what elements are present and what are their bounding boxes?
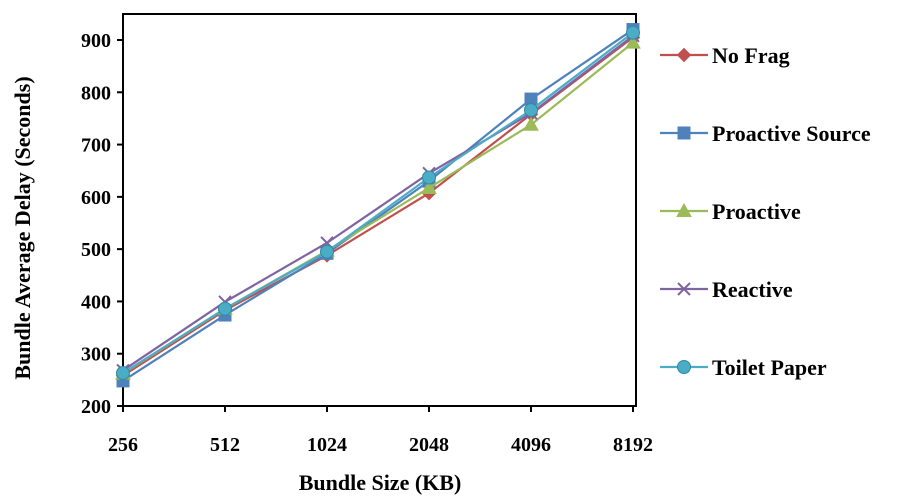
- y-tick-label: 300: [81, 344, 111, 366]
- legend-marker: [677, 282, 691, 296]
- series-line: [122, 34, 634, 372]
- y-tick-label: 600: [81, 187, 111, 209]
- x-tick-label: 1024: [307, 434, 347, 456]
- legend-marker: [676, 47, 692, 63]
- legend-label: Proactive: [712, 199, 801, 224]
- y-tick-label: 500: [81, 239, 111, 261]
- legend: No Frag Proactive Source Proactive Reactive…: [660, 43, 871, 380]
- x-tick-label: 512: [210, 434, 240, 456]
- legend-label: Reactive: [712, 277, 793, 302]
- data-point: [218, 301, 232, 316]
- data-point: [320, 244, 334, 259]
- series-line: [122, 31, 634, 374]
- x-tick-label: 2048: [409, 434, 449, 456]
- y-tick-label: 800: [81, 82, 111, 104]
- legend-entry: No Frag: [660, 43, 790, 68]
- legend-entry: Toilet Paper: [660, 355, 827, 380]
- legend-marker: [677, 360, 691, 374]
- y-tick-label: 700: [81, 135, 111, 157]
- y-axis-title: Bundle Average Delay (Seconds): [10, 76, 35, 379]
- series-line: [122, 28, 634, 382]
- series-proactive-source: [116, 23, 640, 388]
- plot-area: [122, 13, 637, 407]
- legend-entry: Reactive: [660, 277, 793, 302]
- legend-label: Proactive Source: [712, 121, 871, 146]
- series-reactive: [116, 29, 640, 378]
- legend-marker: [676, 202, 692, 217]
- legend-marker: [677, 126, 691, 140]
- data-point: [626, 25, 640, 40]
- x-axis: 256 512 1024 2048 4096 8192: [108, 406, 653, 456]
- y-tick-label: 900: [81, 30, 111, 52]
- x-tick-label: 8192: [613, 434, 653, 456]
- y-tick-label: 400: [81, 291, 111, 313]
- data-point: [625, 34, 641, 49]
- x-tick-label: 256: [108, 434, 138, 456]
- data-point: [524, 103, 538, 118]
- series-no-frag: [115, 30, 641, 383]
- legend-entry: Proactive Source: [660, 121, 871, 146]
- data-point: [523, 116, 539, 131]
- data-point: [116, 366, 130, 381]
- series-toilet-paper: [116, 25, 640, 381]
- x-tick-label: 4096: [511, 434, 551, 456]
- x-axis-title: Bundle Size (KB): [299, 470, 462, 495]
- data-point: [421, 179, 437, 194]
- data-point: [422, 170, 436, 185]
- legend-label: Toilet Paper: [712, 355, 827, 380]
- y-tick-label: 200: [81, 396, 111, 418]
- series-layer: [115, 23, 641, 388]
- y-axis: 200 300 400 500 600 700 800 900: [81, 30, 123, 418]
- legend-entry: Proactive: [660, 199, 801, 224]
- legend-label: No Frag: [712, 43, 790, 68]
